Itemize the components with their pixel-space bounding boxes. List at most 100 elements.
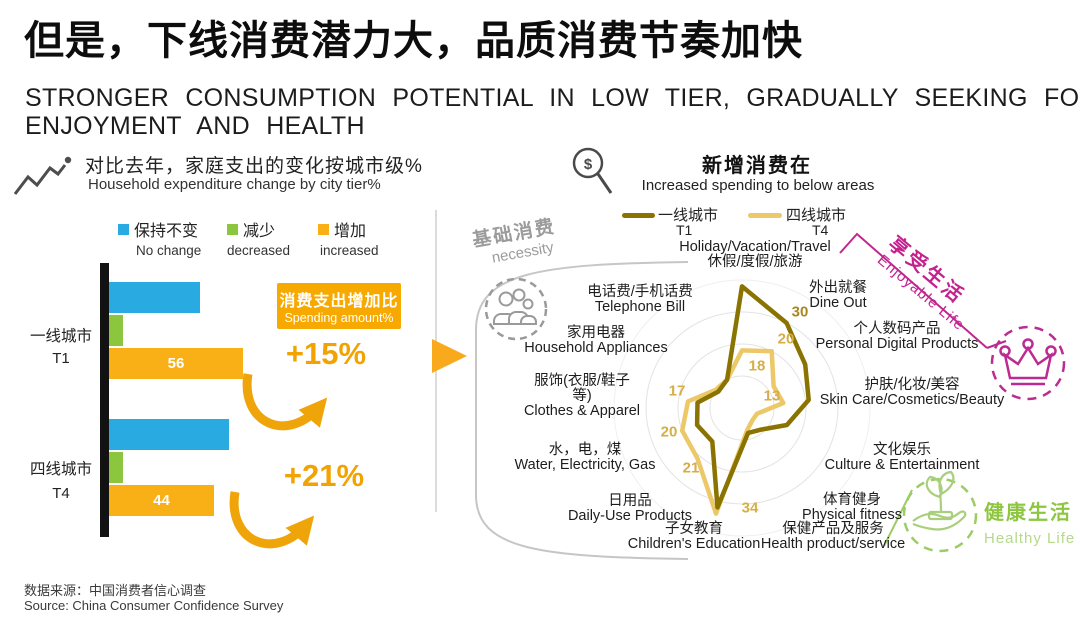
radar-axis-label-line: 服饰(衣服/鞋子 <box>534 373 630 389</box>
radar-axis-label-2: 个人数码产品 Personal Digital Products <box>816 322 979 352</box>
healthy-life-label-en: Healthy Life <box>984 530 1076 547</box>
radar-axis-label-7: 子女教育 Children's Education <box>628 522 761 552</box>
legend-label-zh: 保持不变 <box>134 223 199 240</box>
radar-axis-label-5: 体育健身 Physical fitness <box>802 493 902 523</box>
bar-chart-title-zh: 对比去年，家庭支出的变化按城市级% <box>85 156 423 177</box>
legend-item-increased: 增加 increased <box>318 217 379 258</box>
source-en: Source: China Consumer Confidence Survey <box>24 598 284 613</box>
radar-ring-40 <box>613 279 871 537</box>
enjoyable-life-label: 享受生活 Enjoyable Life <box>872 228 986 334</box>
hand-sprout-icon <box>902 470 978 553</box>
t4-swoosh-arrow-icon <box>229 491 315 549</box>
radar-axis-label-line: Clothes & Apparel <box>523 403 641 419</box>
legend-label-zh: 减少 <box>243 223 276 240</box>
radar-axis-label-line: 家用电器 <box>567 325 625 341</box>
radar-axis-label-line: Physical fitness <box>802 507 902 523</box>
money-magnifier-icon: $ <box>572 147 613 194</box>
necessity-bracket <box>475 261 689 560</box>
radar-legend-tier-t4: T4 <box>812 222 829 238</box>
radar-legend-swatch-t1 <box>622 213 655 218</box>
radar-axis-label-line: 保健产品及服务 <box>782 521 884 537</box>
radar-axis-label-line: Skin Care/Cosmetics/Beauty <box>819 392 1005 408</box>
radar-title-zh: 新增消费在 <box>702 155 812 177</box>
bar-no-change-t4 <box>109 419 229 450</box>
legend-row: 保持不变 <box>118 217 201 241</box>
radar-value-label-17: 17 <box>668 382 686 400</box>
radar-axis-label-4: 文化娱乐 Culture & Entertainment <box>825 443 980 473</box>
radar-axis-label-3: 护肤/化妆/美容 Skin Care/Cosmetics/Beauty <box>820 378 1005 408</box>
radar-axis-label-line: 水，电，煤 <box>548 442 622 458</box>
transition-arrow-icon <box>432 339 467 373</box>
radar-axis-label-line: Household Appliances <box>524 340 668 356</box>
bar-value-label: 56 <box>167 355 185 372</box>
radar-axis-label-line: Dine Out <box>809 295 867 311</box>
bar-decreased-t4 <box>109 452 123 483</box>
radar-value-label-34: 34 <box>741 499 759 517</box>
radar-axis-label-line: Health product/service <box>760 536 906 552</box>
radar-legend-tier-t1: T1 <box>676 222 693 238</box>
radar-ring-30 <box>645 311 839 505</box>
radar-legend-swatch-t4 <box>748 213 782 218</box>
radar-axis-label-12: 电话费/手机话费 Telephone Bill <box>587 285 693 315</box>
legend-row: 减少 <box>227 217 290 241</box>
bar-increased-t1 <box>109 348 243 379</box>
radar-value-label-30: 30 <box>791 303 809 321</box>
radar-axis-label-line: Children's Education <box>627 536 761 552</box>
legend-row: 增加 <box>318 217 379 241</box>
bar-chart-title-en: Household expenditure change by city tie… <box>88 176 381 193</box>
legend-label-en: increased <box>320 243 379 258</box>
healthy-life-label: 健康生活 Healthy Life <box>984 496 1075 547</box>
radar-axis-label-line: Telephone Bill <box>594 299 686 315</box>
radar-axis-label-line: 等) <box>572 388 592 404</box>
legend-label-en: No change <box>136 243 202 258</box>
radar-value-label-13: 13 <box>763 387 781 405</box>
radar-axis-label-line: 体育健身 <box>823 492 881 508</box>
category-t1-label: 一线城市 <box>29 328 92 345</box>
bar-increased-t4 <box>109 485 214 516</box>
radar-axis-label-line: 电话费/手机话费 <box>587 284 693 300</box>
radar-axis-label-line: 日用品 <box>608 493 652 509</box>
radar-axis-label-line: 文化娱乐 <box>873 442 931 458</box>
legend-swatch <box>227 223 238 235</box>
radar-value-label-18: 18 <box>748 357 766 375</box>
radar-axis-label-line: Daily-Use Products <box>567 508 693 524</box>
svg-text:$: $ <box>584 156 593 173</box>
radar-axis-label-11: 家用电器 Household Appliances <box>524 326 668 356</box>
radar-value-label-20: 20 <box>660 423 678 441</box>
radar-legend-label-t1: 一线城市 <box>658 207 719 224</box>
radar-axis-label-line: Water, Electricity, Gas <box>514 457 656 473</box>
radar-value-label-21: 21 <box>682 459 700 477</box>
t1-swoosh-arrow-icon <box>242 373 328 431</box>
radar-axis-label-line: Holiday/Vacation/Travel <box>679 239 831 255</box>
legend-swatch <box>318 223 329 235</box>
category-t4-label: 四线城市 <box>29 461 92 478</box>
category-t4-tier: T4 <box>52 485 70 502</box>
trend-line-icon <box>13 156 72 195</box>
radar-axis-label-8: 日用品 Daily-Use Products <box>568 494 692 524</box>
consumers-group-icon <box>484 277 548 341</box>
spending-amount-box: 消费支出增加比 Spending amount% <box>277 283 401 329</box>
radar-axis-label-line: Culture & Entertainment <box>824 457 980 473</box>
radar-value-label-20: 20 <box>777 330 795 348</box>
radar-axis-label-line: 子女教育 <box>664 521 723 537</box>
legend-label-zh: 增加 <box>334 223 367 240</box>
bar-decreased-t1 <box>109 315 123 346</box>
t1-increase-annotation: +15% <box>285 336 367 371</box>
radar-axis-label-line: 外出就餐 <box>809 280 867 296</box>
spending-amount-box-en: Spending amount% <box>284 311 394 325</box>
radar-axis-label-line: 休假/度假/旅游 <box>707 254 803 270</box>
spending-amount-box-zh: 消费支出增加比 <box>279 293 399 310</box>
legend-swatch <box>118 223 129 235</box>
radar-ring-20 <box>677 343 807 473</box>
radar-axis-label-0: Holiday/Vacation/Travel 休假/度假/旅游 <box>679 240 831 270</box>
page-subtitle-line2: ENJOYMENT AND HEALTH <box>25 112 365 140</box>
radar-axis-label-line: 个人数码产品 <box>853 321 941 337</box>
radar-axis-label-10: 服饰(衣服/鞋子 等) Clothes & Apparel <box>524 374 640 419</box>
legend-item-no-change: 保持不变 No change <box>118 217 201 258</box>
crown-icon <box>990 325 1066 401</box>
radar-axis-label-6: 保健产品及服务 Health product/service <box>761 522 905 552</box>
radar-axis-label-line: 护肤/化妆/美容 <box>864 377 960 393</box>
t4-increase-annotation: +21% <box>283 458 365 493</box>
